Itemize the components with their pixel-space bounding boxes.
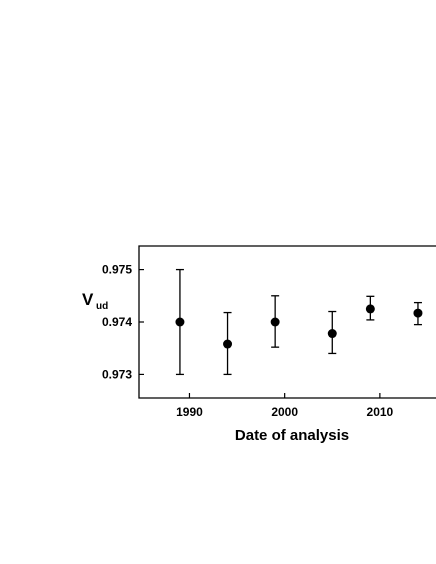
x-tick-label: 2010 (367, 405, 394, 419)
y-axis-title-main: V (82, 290, 94, 309)
data-point (413, 308, 423, 318)
x-axis-title: Date of analysis (235, 427, 349, 444)
x-tick-label: 2000 (271, 405, 298, 419)
y-axis-title-subscript: ud (96, 301, 108, 312)
y-tick-label: 0.975 (102, 263, 132, 277)
y-axis-title: V ud (82, 290, 108, 312)
data-point (223, 339, 233, 349)
data-point (327, 329, 337, 339)
axis-ticks: 1990 2000 2010 0.973 0.974 0.975 (102, 263, 394, 419)
y-tick-label: 0.974 (102, 315, 132, 329)
x-tick-label: 1990 (176, 405, 203, 419)
data-point (365, 304, 375, 314)
data-points (175, 304, 423, 349)
data-point (270, 317, 280, 327)
y-tick-label: 0.973 (102, 367, 132, 381)
data-point (175, 317, 185, 327)
